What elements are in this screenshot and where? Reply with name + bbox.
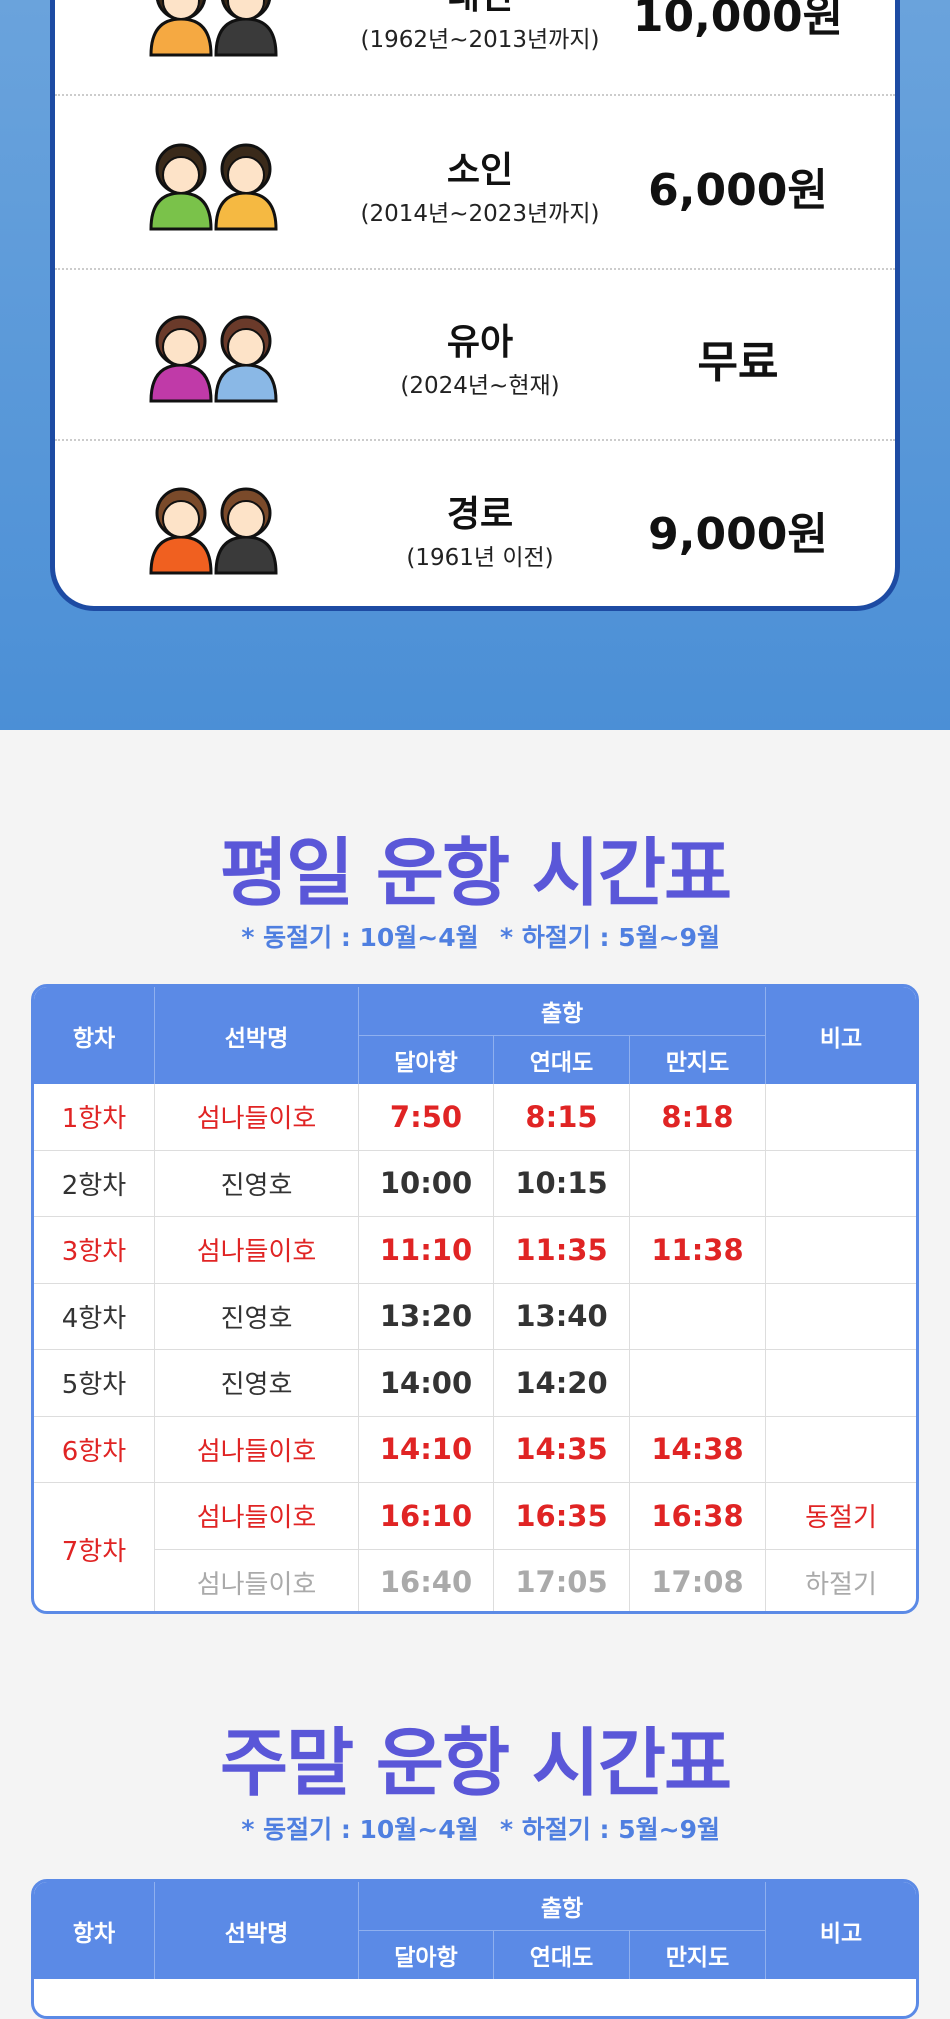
- time-cell: 7:50: [359, 1084, 494, 1151]
- fare-name: 소인: [446, 150, 514, 191]
- ship-cell: 섬나들이호: [155, 1483, 359, 1550]
- time-cell: 17:08: [630, 1549, 766, 1611]
- time-cell: 10:00: [359, 1150, 494, 1217]
- row-divider: [55, 94, 895, 96]
- time-cell: 14:35: [494, 1416, 630, 1483]
- header-cell: 비고: [766, 987, 916, 1084]
- time-cell: 16:38: [630, 1483, 766, 1550]
- trip-cell: 5항차: [34, 1350, 155, 1417]
- trip-cell: 3항차: [34, 1217, 155, 1284]
- header-cell: 연대도: [494, 1036, 630, 1084]
- note-cell: 하절기: [766, 1550, 916, 1612]
- row-divider: [55, 268, 895, 270]
- header-cell: 출항: [359, 1882, 766, 1931]
- time-cell: 16:10: [359, 1483, 494, 1550]
- header-cell: 비고: [766, 1882, 916, 1979]
- time-cell: 14:00: [359, 1350, 494, 1417]
- people-icon: [149, 487, 278, 575]
- season-note: * 동절기 : 10월~4월: [241, 1815, 479, 1844]
- header-cell: 선박명: [155, 987, 359, 1084]
- trip-cell: 1항차: [34, 1084, 155, 1151]
- fare-period: (1961년 이전): [406, 545, 554, 571]
- time-cell: 17:05: [494, 1549, 630, 1611]
- fare-price: 무료: [697, 337, 779, 388]
- time-cell: [630, 1350, 766, 1417]
- fare-name: 유아: [446, 322, 514, 363]
- time-cell: 10:15: [494, 1150, 630, 1217]
- ship-cell: 섬나들이호: [155, 1217, 359, 1284]
- season-note: * 하절기 : 5월~9월: [500, 923, 720, 952]
- fare-period: (2014년~2023년까지): [360, 201, 600, 227]
- fare-card: 대인 (1962년~2013년까지) 10,000원 소인 (2014년~2023년까…: [50, 0, 900, 611]
- time-cell: 11:38: [630, 1217, 766, 1284]
- ship-cell: 진영호: [155, 1350, 359, 1417]
- trip-cell: 6항차: [34, 1416, 155, 1483]
- fare-price: 6,000원: [648, 165, 828, 216]
- header-cell: 만지도: [630, 1036, 766, 1084]
- fare-price: 9,000원: [648, 509, 828, 560]
- people-icon: [149, 0, 278, 57]
- header-cell: 만지도: [630, 1931, 766, 1979]
- time-cell: 8:18: [630, 1084, 766, 1151]
- note-cell: [766, 1284, 916, 1350]
- people-icon: [149, 315, 278, 403]
- section-title: 주말 운항 시간표: [219, 1720, 732, 1807]
- timetable: 항차 선박명 출항 달아항 연대도 만지도 비고: [31, 1879, 919, 2019]
- fare-name: 경로: [446, 494, 514, 535]
- note-cell: [766, 1217, 916, 1284]
- time-cell: 13:40: [494, 1283, 630, 1350]
- time-cell: 14:38: [630, 1416, 766, 1483]
- header-cell: 항차: [34, 987, 155, 1084]
- time-cell: 13:20: [359, 1283, 494, 1350]
- note-cell: [766, 1151, 916, 1217]
- note-cell: 동절기: [766, 1483, 916, 1550]
- fare-period: (1962년~2013년까지): [360, 27, 600, 53]
- header-cell: 선박명: [155, 1882, 359, 1979]
- time-cell: [630, 1150, 766, 1217]
- season-note: * 하절기 : 5월~9월: [500, 1815, 720, 1844]
- time-cell: 8:15: [494, 1084, 630, 1151]
- timetable: 항차 선박명 출항 달아항 연대도 만지도 비고 1항차 섬나들이호 7:50 8:15 8:18 2항…: [31, 984, 919, 1614]
- ship-cell: 섬나들이호: [155, 1084, 359, 1151]
- trip-cell: 7항차: [34, 1483, 155, 1611]
- row-divider: [55, 439, 895, 441]
- time-cell: 16:40: [359, 1549, 494, 1611]
- ship-cell: 진영호: [155, 1150, 359, 1217]
- header-cell: 항차: [34, 1882, 155, 1979]
- header-cell: 연대도: [494, 1931, 630, 1979]
- note-cell: [766, 1350, 916, 1417]
- season-note: * 동절기 : 10월~4월: [241, 923, 479, 952]
- fare-price: 10,000원: [632, 0, 844, 42]
- header-cell: 달아항: [359, 1036, 494, 1084]
- ship-cell: 섬나들이호: [155, 1416, 359, 1483]
- trip-cell: 4항차: [34, 1283, 155, 1350]
- time-cell: 11:10: [359, 1217, 494, 1284]
- note-cell: [766, 1417, 916, 1483]
- fare-name: 대인: [447, 0, 513, 19]
- time-cell: [630, 1283, 766, 1350]
- ship-cell: 섬나들이호: [155, 1549, 359, 1611]
- note-cell: [766, 1084, 916, 1151]
- header-cell: 달아항: [359, 1931, 494, 1979]
- fare-section: 대인 (1962년~2013년까지) 10,000원 소인 (2014년~2023년까…: [0, 0, 950, 730]
- time-cell: 16:35: [494, 1483, 630, 1550]
- ship-cell: 진영호: [155, 1283, 359, 1350]
- people-icon: [149, 143, 278, 231]
- time-cell: 14:10: [359, 1416, 494, 1483]
- time-cell: 14:20: [494, 1350, 630, 1417]
- trip-cell: 2항차: [34, 1150, 155, 1217]
- section-title: 평일 운항 시간표: [219, 830, 732, 917]
- header-cell: 출항: [359, 987, 766, 1036]
- fare-period: (2024년~현재): [400, 373, 560, 399]
- time-cell: 11:35: [494, 1217, 630, 1284]
